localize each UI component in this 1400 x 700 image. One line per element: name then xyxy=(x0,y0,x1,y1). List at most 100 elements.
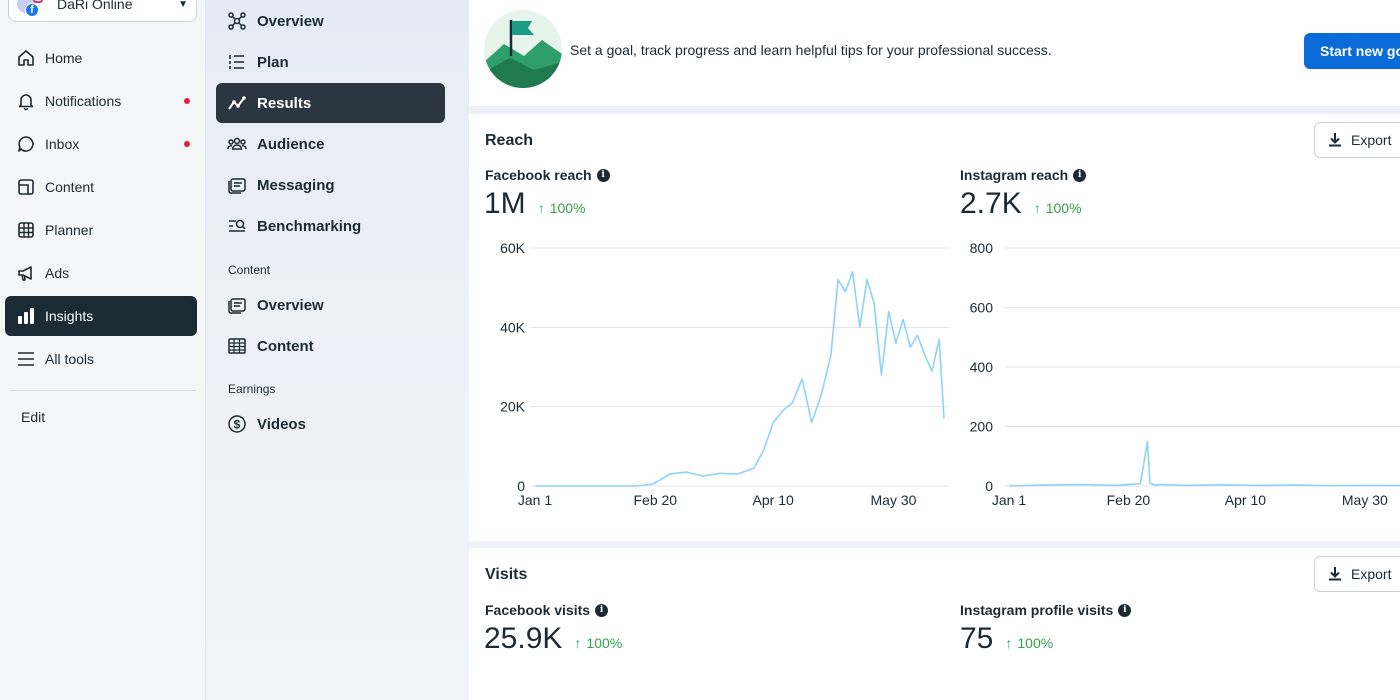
metric-change: ↑ 100% xyxy=(1005,635,1053,651)
nav-label: Ads xyxy=(45,265,70,281)
messages-icon xyxy=(226,174,248,196)
nav-item-content[interactable]: Content xyxy=(5,167,197,207)
y-tick-label: 60K xyxy=(500,240,526,256)
download-icon xyxy=(1327,566,1343,582)
y-tick-label: 0 xyxy=(985,478,993,494)
nav-item-all-tools[interactable]: All tools xyxy=(5,339,197,379)
goal-description: Set a goal, track progress and learn hel… xyxy=(570,42,1052,58)
x-tick-label: Feb 20 xyxy=(633,492,677,508)
megaphone-icon xyxy=(15,262,37,284)
menu-icon xyxy=(15,348,37,370)
metric-value: 1M xyxy=(484,187,526,220)
y-tick-label: 200 xyxy=(970,419,994,435)
subnav-label: Results xyxy=(257,94,312,112)
instagram-icon xyxy=(33,0,43,3)
list-icon xyxy=(226,51,248,73)
edit-link[interactable]: Edit xyxy=(21,409,46,425)
metric-change: ↑ 100% xyxy=(574,635,622,651)
calendar-grid-icon xyxy=(15,219,37,241)
x-tick-label: Apr 10 xyxy=(1225,492,1266,508)
metric-change-value: 100% xyxy=(1017,635,1054,651)
facebook-visits-value-row: 25.9K ↑ 100% xyxy=(484,622,622,656)
x-tick-label: Apr 10 xyxy=(753,492,794,508)
y-tick-label: 600 xyxy=(970,300,994,316)
nav-label: Planner xyxy=(45,222,94,238)
subnav-item-results[interactable]: Results xyxy=(216,83,445,123)
visits-card: Visits Export Facebook visits i 25.9K ↑ 1… xyxy=(469,548,1400,700)
content-icon xyxy=(15,176,37,198)
nav-item-notifications[interactable]: Notifications xyxy=(5,81,197,121)
benchmark-icon xyxy=(226,215,248,237)
x-tick-label: May 30 xyxy=(1342,492,1388,508)
y-tick-label: 20K xyxy=(500,399,526,415)
facebook-icon: f xyxy=(25,3,39,17)
account-switcher[interactable]: f DaRi Online ▼ xyxy=(8,0,197,22)
reach-export-button[interactable]: Export xyxy=(1314,122,1400,158)
trend-line-icon xyxy=(226,92,248,114)
y-tick-label: 0 xyxy=(517,478,525,494)
export-label: Export xyxy=(1351,566,1392,582)
nav-item-home[interactable]: Home xyxy=(5,38,197,78)
instagram-reach-value-row: 2.7K ↑ 100% xyxy=(960,187,1082,221)
goal-banner: Set a goal, track progress and learn hel… xyxy=(469,0,1400,106)
subnav-item-content-content[interactable]: Content xyxy=(216,326,445,366)
chat-bubble-icon xyxy=(15,133,37,155)
facebook-visits-label: Facebook visits i xyxy=(485,602,609,618)
metric-label-text: Facebook reach xyxy=(485,167,592,183)
start-new-goal-button[interactable]: Start new go xyxy=(1304,33,1400,69)
chevron-down-icon: ▼ xyxy=(178,0,188,10)
insights-subnav: Overview Plan Results Audience Messaging… xyxy=(206,0,469,700)
visits-title: Visits xyxy=(485,566,528,583)
subnav-item-videos[interactable]: $ Videos xyxy=(216,404,445,444)
section-header-earnings: Earnings xyxy=(228,382,276,396)
metric-label-text: Instagram profile visits xyxy=(960,602,1114,618)
metric-value: 25.9K xyxy=(484,622,563,655)
export-label: Export xyxy=(1351,132,1392,148)
nav-item-insights[interactable]: Insights xyxy=(5,296,197,336)
x-tick-label: Jan 1 xyxy=(992,492,1026,508)
nav-item-planner[interactable]: Planner xyxy=(5,210,197,250)
subnav-label: Overview xyxy=(257,12,324,30)
metric-change-value: 100% xyxy=(1045,200,1082,216)
arrow-up-icon: ↑ xyxy=(1033,200,1041,216)
info-icon[interactable]: i xyxy=(596,168,610,182)
dollar-icon: $ xyxy=(226,413,248,435)
nav-label: Notifications xyxy=(45,93,122,109)
subnav-item-overview[interactable]: Overview xyxy=(216,1,445,41)
nav-label: All tools xyxy=(45,351,95,367)
x-tick-label: May 30 xyxy=(871,492,917,508)
subnav-item-benchmarking[interactable]: Benchmarking xyxy=(216,206,445,246)
instagram-reach-label: Instagram reach i xyxy=(960,167,1087,183)
home-icon xyxy=(15,47,37,69)
info-icon[interactable]: i xyxy=(595,603,609,617)
arrow-up-icon: ↑ xyxy=(537,200,545,216)
nav-label: Home xyxy=(45,50,83,66)
nav-item-ads[interactable]: Ads xyxy=(5,253,197,293)
subnav-label: Videos xyxy=(257,415,306,433)
info-icon[interactable]: i xyxy=(1118,603,1132,617)
account-name: DaRi Online xyxy=(57,0,133,12)
goal-flag-illustration xyxy=(484,10,562,88)
reach-card: Reach Export Facebook reach i 1M ↑ 100% I… xyxy=(469,114,1400,541)
subnav-item-content-overview[interactable]: Overview xyxy=(216,285,445,325)
visits-export-button[interactable]: Export xyxy=(1314,556,1400,592)
subnav-item-messaging[interactable]: Messaging xyxy=(216,165,445,205)
download-icon xyxy=(1327,132,1343,148)
y-tick-label: 800 xyxy=(970,240,994,256)
nav-item-inbox[interactable]: Inbox xyxy=(5,124,197,164)
subnav-item-audience[interactable]: Audience xyxy=(216,124,445,164)
subnav-label: Content xyxy=(257,337,314,355)
x-tick-label: Jan 1 xyxy=(518,492,552,508)
left-navigation: f DaRi Online ▼ Home Notifications Inbox… xyxy=(0,0,206,700)
y-tick-label: 400 xyxy=(970,359,994,375)
metric-change: ↑ 100% xyxy=(1034,200,1082,216)
subnav-item-plan[interactable]: Plan xyxy=(216,42,445,82)
instagram-visits-value-row: 75 ↑ 100% xyxy=(960,622,1053,656)
subnav-label: Benchmarking xyxy=(257,217,362,235)
facebook-reach-value-row: 1M ↑ 100% xyxy=(484,187,586,221)
reach-title: Reach xyxy=(485,132,534,149)
series-line xyxy=(1008,440,1400,487)
nav-label: Inbox xyxy=(45,136,80,152)
info-icon[interactable]: i xyxy=(1073,168,1087,182)
